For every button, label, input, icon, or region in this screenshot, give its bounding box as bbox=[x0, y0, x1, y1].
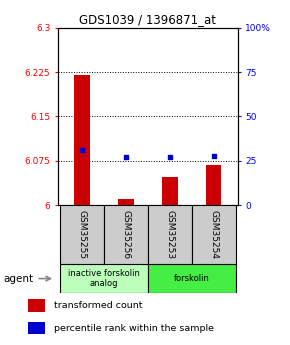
Point bbox=[211, 153, 216, 158]
Text: GSM35256: GSM35256 bbox=[122, 210, 130, 259]
Point bbox=[168, 155, 172, 160]
Bar bbox=[60, 264, 148, 293]
Text: forskolin: forskolin bbox=[174, 274, 210, 283]
Bar bbox=[148, 205, 192, 264]
Bar bbox=[192, 205, 235, 264]
Bar bbox=[60, 205, 104, 264]
Text: GSM35253: GSM35253 bbox=[165, 210, 174, 259]
Text: transformed count: transformed count bbox=[54, 301, 142, 310]
Text: GSM35255: GSM35255 bbox=[78, 210, 87, 259]
Bar bbox=[162, 177, 177, 205]
Text: inactive forskolin
analog: inactive forskolin analog bbox=[68, 269, 140, 288]
Bar bbox=[28, 299, 45, 312]
Text: GSM35254: GSM35254 bbox=[209, 210, 218, 259]
Point bbox=[124, 155, 128, 160]
Text: percentile rank within the sample: percentile rank within the sample bbox=[54, 324, 214, 333]
Bar bbox=[118, 199, 134, 205]
Point bbox=[80, 147, 84, 153]
Text: agent: agent bbox=[3, 274, 33, 284]
Bar bbox=[104, 205, 148, 264]
Title: GDS1039 / 1396871_at: GDS1039 / 1396871_at bbox=[79, 13, 216, 27]
Bar bbox=[206, 165, 221, 205]
Bar bbox=[28, 322, 45, 334]
Bar bbox=[148, 264, 235, 293]
Bar bbox=[75, 75, 90, 205]
